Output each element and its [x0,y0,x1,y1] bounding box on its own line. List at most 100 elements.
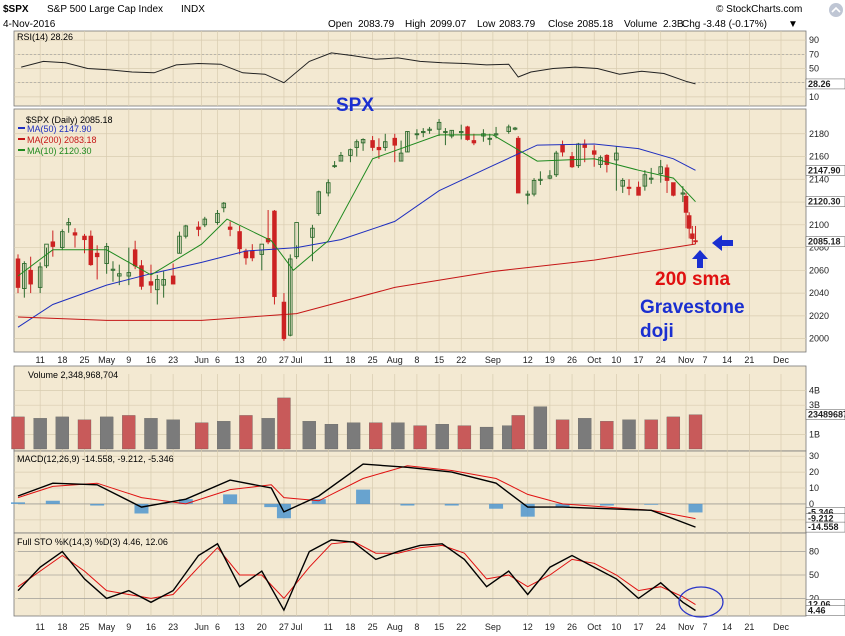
volume-bar [302,421,316,450]
x-tick-label-bottom: 25 [79,622,89,632]
last-value-box [805,409,845,420]
price-candle [50,230,56,257]
price-candle [686,212,692,239]
price-candle [538,171,543,185]
volume-bar [277,397,291,450]
y-tick-label: 2140 [809,174,829,184]
macd-plot [11,463,806,528]
candle-body [161,278,166,286]
chart-date: 4-Nov-2016 [3,19,56,30]
x-tick-label: 17 [634,355,644,365]
price-candle [506,124,511,134]
x-tick-label-bottom: 17 [634,622,644,632]
price-candle [202,216,208,228]
candle-body [183,225,189,237]
macd-histogram-bar [644,503,659,505]
price-candle [683,192,689,229]
price-candle [148,264,154,294]
candle-body [281,301,287,340]
candle-body [15,258,21,288]
candle-body [132,249,138,267]
macd-histogram-bar [45,500,60,504]
y-tick-label: 3B [809,400,820,410]
price-candle [360,138,366,151]
candle-body [316,191,322,214]
price-candle [420,128,426,138]
x-tick-label-bottom: Jul [291,622,303,632]
ma50-line [17,143,696,328]
candle-body [560,144,565,153]
candle-body [332,165,337,168]
price-candle [348,148,353,163]
price-candle [15,254,21,294]
x-tick-label-bottom: 16 [146,622,156,632]
last-value-label: 2120.30 [808,197,841,207]
price-candle [427,126,432,134]
candle-body [487,137,492,140]
price-candle [405,131,410,153]
price-candle [648,167,654,184]
price-candle [196,221,201,237]
candle-body [512,127,518,130]
x-tick-label: 25 [79,355,89,365]
volume-bar [239,415,253,450]
candle-body [66,222,71,226]
x-tick-label-bottom: May [98,622,116,632]
sto-panel [13,532,807,617]
collapse-icon[interactable] [829,3,843,17]
candle-body [658,166,663,175]
y-tick-label: 50 [809,64,819,74]
candle-body [155,278,160,291]
volume-bar [457,425,472,450]
candle-body [443,131,448,133]
y-tick-label: 10 [809,483,819,493]
annotation-doji: doji [640,321,674,342]
volume-bar [324,424,339,450]
x-tick-label: Dec [773,355,790,365]
y-tick-label: 70 [809,49,819,59]
close-label: Close [548,19,574,30]
candle-body [392,137,398,146]
macd-histogram-bar [444,503,459,506]
low-label: Low [477,19,496,30]
candle-body [493,133,499,136]
candle-body [398,152,404,162]
volume-bar [435,424,449,450]
volume-bar [144,418,158,450]
y-tick-label: 1B [809,429,820,439]
x-tick-label: Nov [678,355,695,365]
y-tick-label: 20 [809,467,819,477]
x-tick-label: 6 [215,355,220,365]
candle-body [427,128,432,131]
x-tick-label-bottom: 24 [656,622,666,632]
low-value: 2083.79 [499,19,536,30]
candle-body [405,131,410,153]
price-candle [110,261,116,282]
price-candle [272,210,277,305]
open-label: Open [328,19,352,30]
macd-title: MACD(12,26,9) -14.558, -9.212, -5.346 [17,454,174,464]
price-candle [626,179,632,196]
candle-body [196,226,201,230]
volume-bar [622,419,636,450]
candle-body [436,121,442,130]
x-tick-label: 7 [703,355,708,365]
volume-value: 2.3B [663,19,684,30]
annotation-gravestone: Gravestone [640,297,745,318]
y-tick-label: 2160 [809,152,829,162]
price-candle [237,225,242,255]
candle-body [44,243,49,267]
x-tick-label: 22 [456,355,466,365]
volume-bar [166,419,180,450]
last-value-box [805,165,845,176]
price-candle [316,190,322,216]
last-value-label: 2348968704 [808,410,845,420]
y-tick-label: 2100 [809,220,829,230]
x-tick-label: 23 [168,355,178,365]
x-tick-label-bottom: Jun [194,622,209,632]
x-tick-label-bottom: 20 [257,622,267,632]
candle-body [471,140,477,144]
price-candle [465,125,470,141]
price-candle [690,225,695,245]
x-tick-label: Aug [387,355,403,365]
